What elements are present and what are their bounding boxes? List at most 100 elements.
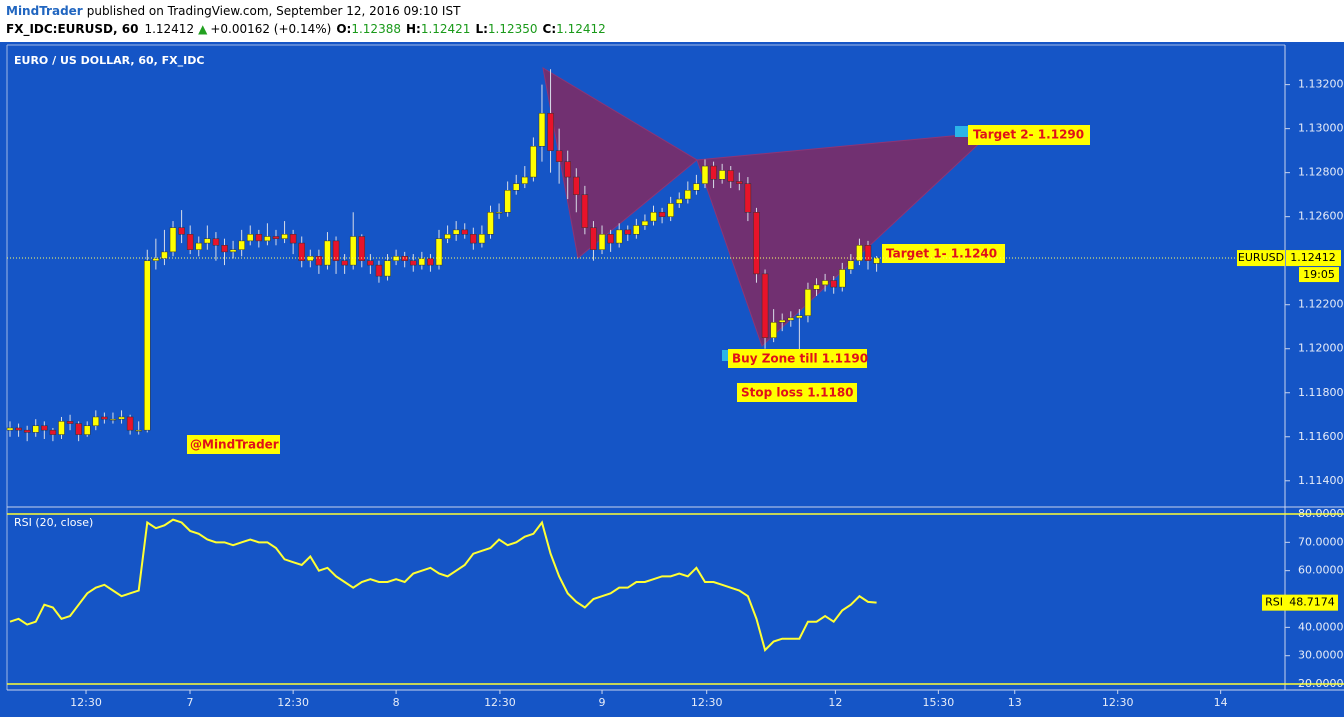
candle-body	[367, 260, 374, 266]
annotation: Stop loss 1.1180	[741, 386, 854, 400]
y-tick-label: 1.12800	[1298, 166, 1344, 179]
x-tick-label: 14	[1214, 696, 1228, 709]
tag-value: 1.12412	[1290, 251, 1336, 264]
candle-body	[272, 236, 280, 239]
candle-body	[41, 425, 48, 431]
candle-body	[538, 112, 546, 147]
candle-body	[66, 421, 74, 424]
chart-bg	[0, 42, 1344, 717]
x-tick-label: 12	[828, 696, 842, 709]
candle-body	[427, 258, 434, 266]
candle-body	[255, 234, 263, 242]
candle-body	[744, 183, 752, 213]
candle-body	[478, 234, 486, 244]
candle-body	[461, 229, 468, 235]
candle-body	[555, 150, 563, 162]
candle-body	[821, 280, 829, 286]
y-tick-label: 1.12000	[1298, 342, 1344, 355]
annotation-box	[187, 435, 280, 454]
y-tick-label: 1.13200	[1298, 78, 1344, 91]
candle-body	[324, 240, 331, 266]
tag-box	[1237, 250, 1285, 267]
l-label: L:	[475, 22, 487, 36]
candle-body	[847, 260, 855, 270]
y-tick-label: 1.11400	[1298, 474, 1344, 487]
x-tick-label: 12:30	[691, 696, 723, 709]
y-tick-label: 1.13000	[1298, 122, 1344, 135]
candle-body	[598, 234, 606, 250]
candle-body	[204, 238, 211, 244]
candle-body	[195, 242, 203, 250]
candle-body	[83, 425, 91, 435]
candle-body	[504, 190, 511, 213]
candle-body	[701, 165, 709, 184]
x-tick-label: 12:30	[1102, 696, 1134, 709]
published: published on TradingView.com, September …	[87, 4, 461, 18]
candle-body	[753, 212, 760, 275]
candle-body	[564, 161, 571, 178]
candle-body	[349, 236, 357, 266]
candle-body	[684, 190, 692, 200]
y-tick-label: 1.11800	[1298, 386, 1344, 399]
candle-body	[169, 227, 177, 253]
candle-body	[392, 256, 400, 261]
candle-body	[512, 183, 520, 191]
l-value: 1.12350	[488, 22, 538, 36]
candle-body	[641, 220, 649, 226]
y-tick-label: 70.0000	[1298, 535, 1344, 548]
y-tick-label: 1.12200	[1298, 298, 1344, 311]
y-tick-label: 1.12600	[1298, 210, 1344, 223]
candle-body	[452, 229, 460, 235]
candle-body	[289, 234, 297, 244]
candle-body	[521, 176, 529, 184]
last: 1.12412	[144, 22, 194, 36]
tag-name: RSI	[1265, 596, 1283, 609]
c-value: 1.12412	[556, 22, 606, 36]
candle-body	[384, 260, 391, 277]
marker	[722, 350, 730, 361]
candle-body	[15, 427, 22, 431]
tag-name: EURUSD	[1238, 251, 1284, 264]
annotation-box	[968, 125, 1090, 145]
candle-body	[435, 238, 443, 266]
annotation: Target 1- 1.1240	[886, 247, 997, 261]
candle-body	[787, 317, 795, 321]
candle-body	[530, 145, 537, 178]
candle-body	[161, 251, 168, 259]
candle-body	[710, 165, 717, 180]
candle-body	[332, 240, 340, 261]
candle-body	[547, 112, 554, 151]
candle-body	[298, 242, 305, 261]
x-tick-label: 8	[393, 696, 400, 709]
candle-body	[246, 234, 254, 242]
candle-body	[770, 322, 777, 338]
candle-body	[23, 429, 31, 433]
candle-body	[778, 319, 786, 323]
h-label: H:	[406, 22, 421, 36]
candle-body	[761, 273, 769, 338]
header-bg	[0, 0, 1344, 42]
candle-body	[444, 234, 451, 239]
annotation-box	[737, 383, 857, 402]
candle-body	[410, 260, 417, 266]
author: MindTrader	[6, 4, 83, 18]
y-tick-label: 60.0000	[1298, 564, 1344, 577]
candle-body	[804, 289, 812, 316]
tag-time: 19:05	[1303, 268, 1335, 281]
header-line-2: FX_IDC:EURUSD, 60 1.12412 ▲ +0.00162 (+0.14…	[6, 22, 606, 37]
candle-body	[92, 416, 100, 427]
candle-body	[58, 421, 65, 435]
x-tick-label: 12:30	[70, 696, 102, 709]
annotation-box	[728, 349, 867, 368]
candle-body	[75, 423, 82, 435]
annotation-box	[882, 244, 1005, 263]
candle-body	[229, 249, 237, 253]
candles	[6, 69, 880, 442]
candle-body	[693, 183, 700, 191]
candle-body	[375, 264, 383, 277]
tag-box	[1299, 267, 1339, 283]
candle-body	[615, 229, 623, 244]
candle-body	[178, 227, 185, 235]
candle-body	[6, 427, 14, 431]
y-tick-label: 40.0000	[1298, 620, 1344, 633]
